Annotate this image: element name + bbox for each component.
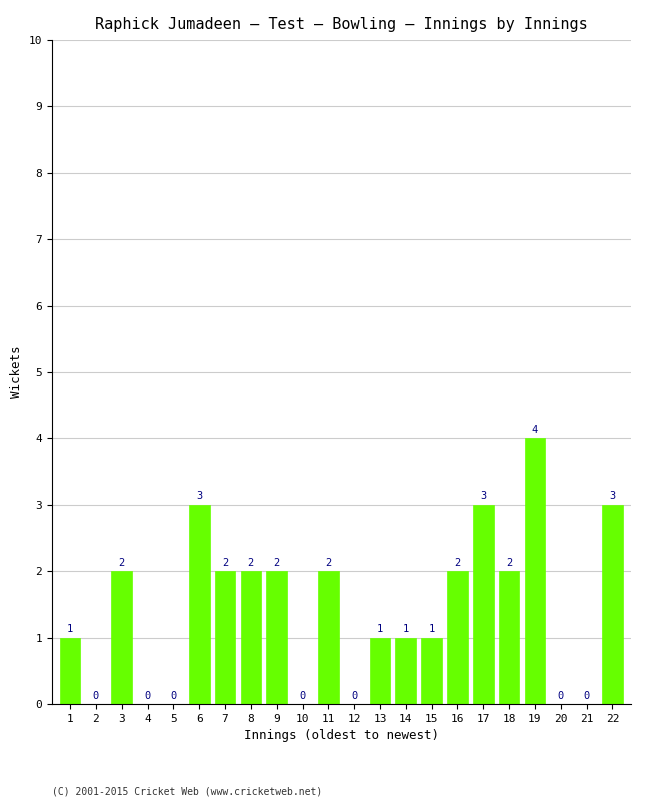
Y-axis label: Wickets: Wickets: [10, 346, 23, 398]
Text: 4: 4: [532, 425, 538, 435]
Title: Raphick Jumadeen – Test – Bowling – Innings by Innings: Raphick Jumadeen – Test – Bowling – Inni…: [95, 17, 588, 32]
Text: 0: 0: [584, 690, 590, 701]
Bar: [111, 571, 132, 704]
Text: 0: 0: [351, 690, 358, 701]
Text: (C) 2001-2015 Cricket Web (www.cricketweb.net): (C) 2001-2015 Cricket Web (www.cricketwe…: [52, 786, 322, 796]
Text: 1: 1: [377, 624, 383, 634]
Bar: [60, 638, 81, 704]
Text: 2: 2: [454, 558, 461, 568]
Text: 2: 2: [325, 558, 332, 568]
Text: 0: 0: [300, 690, 306, 701]
Bar: [499, 571, 519, 704]
Text: 3: 3: [480, 491, 486, 502]
Text: 3: 3: [609, 491, 616, 502]
Text: 0: 0: [558, 690, 564, 701]
Bar: [447, 571, 468, 704]
Text: 0: 0: [170, 690, 177, 701]
Text: 1: 1: [428, 624, 435, 634]
Bar: [395, 638, 416, 704]
Bar: [240, 571, 261, 704]
Text: 3: 3: [196, 491, 202, 502]
Text: 2: 2: [248, 558, 254, 568]
X-axis label: Innings (oldest to newest): Innings (oldest to newest): [244, 730, 439, 742]
Bar: [189, 505, 209, 704]
Text: 2: 2: [274, 558, 280, 568]
Text: 2: 2: [118, 558, 125, 568]
Bar: [602, 505, 623, 704]
Bar: [421, 638, 442, 704]
Text: 0: 0: [144, 690, 151, 701]
Bar: [370, 638, 390, 704]
Text: 0: 0: [93, 690, 99, 701]
Text: 1: 1: [67, 624, 73, 634]
Bar: [214, 571, 235, 704]
Text: 2: 2: [222, 558, 228, 568]
Text: 2: 2: [506, 558, 512, 568]
Bar: [266, 571, 287, 704]
Text: 1: 1: [403, 624, 409, 634]
Bar: [318, 571, 339, 704]
Bar: [473, 505, 493, 704]
Bar: [525, 438, 545, 704]
